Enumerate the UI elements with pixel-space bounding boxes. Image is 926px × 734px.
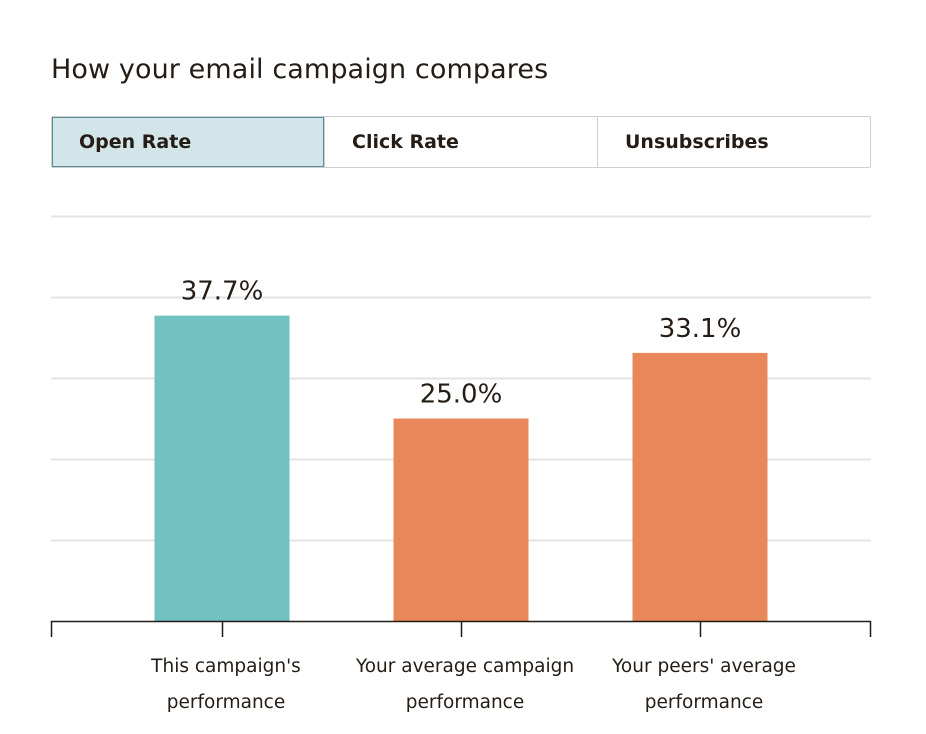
bar [632, 352, 768, 621]
x-tick-label: This campaign's performance [150, 656, 301, 713]
tab-click-rate[interactable]: Click Rate [324, 117, 597, 167]
bar-value-label: 25.0% [420, 380, 503, 410]
bar-value-label: 37.7% [181, 277, 264, 307]
page-title: How your email campaign compares [51, 54, 549, 85]
tab-open-rate[interactable]: Open Rate [52, 117, 324, 167]
x-tick-label: Your average campaign performance [355, 656, 574, 713]
bar [154, 315, 290, 621]
bar-value-label: 33.1% [659, 314, 742, 344]
metric-tabs: Open Rate Click Rate Unsubscribes [51, 116, 871, 168]
tab-unsubscribes[interactable]: Unsubscribes [597, 117, 870, 167]
bar [393, 418, 529, 621]
x-tick-label: Your peers' average performance [611, 656, 796, 713]
